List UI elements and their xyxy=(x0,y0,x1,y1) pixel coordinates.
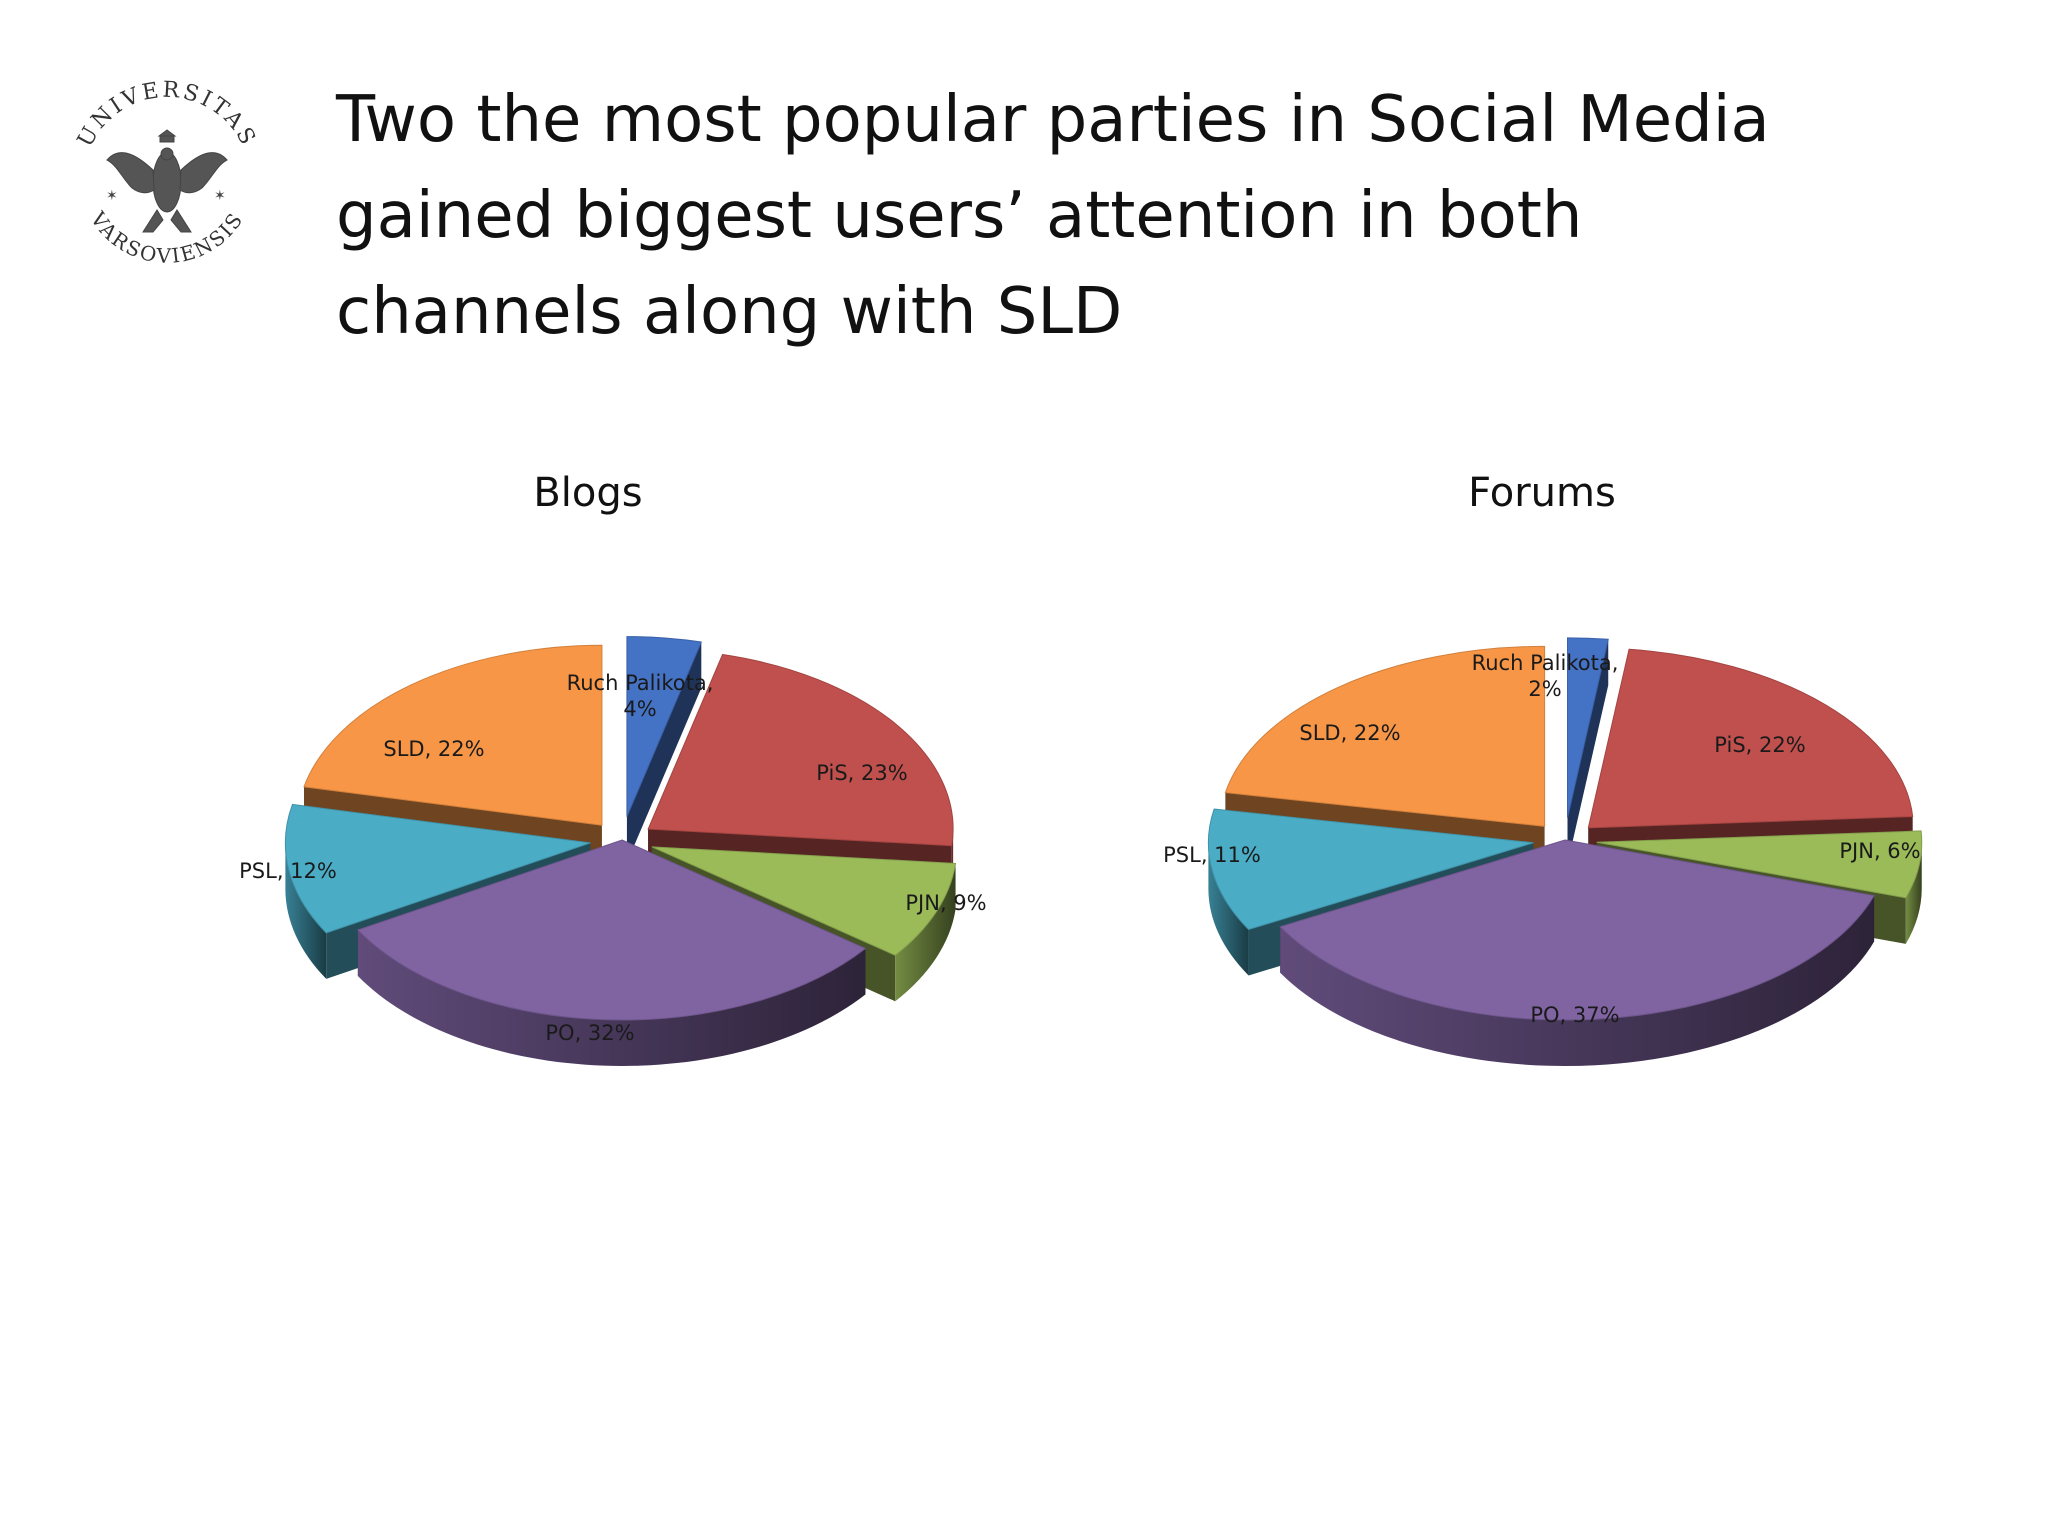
pie-slice-ruch-palikota xyxy=(626,636,703,863)
svg-text:✶: ✶ xyxy=(106,187,118,203)
data-label-sld: SLD, 22% xyxy=(1299,721,1400,745)
data-label-ruch-palikota: Ruch Palikota, 4% xyxy=(567,671,714,721)
chart-title-blogs: Blogs xyxy=(533,470,643,516)
data-label-pjn: PJN, 9% xyxy=(905,891,986,915)
pie-slice-po xyxy=(356,839,867,1066)
university-seal-logo: UNIVERSITAS VARSOVIENSIS ✶ ✶ xyxy=(73,78,258,268)
slide-title: Two the most popular parties in Social M… xyxy=(336,72,1896,360)
data-label-pjn: PJN, 6% xyxy=(1839,839,1920,863)
data-label-ruch-palikota: Ruch Palikota, 2% xyxy=(1472,651,1619,701)
pie-slice-ruch-palikota xyxy=(1567,637,1609,864)
slide-title-line-1: Two the most popular parties in Social M… xyxy=(336,83,1770,157)
data-label-po: PO, 37% xyxy=(1530,1003,1619,1027)
pie-chart-forums: Ruch Palikota, 2% PiS, 22% PJN, 6% PO, 37% PS… xyxy=(1163,637,1923,1067)
svg-text:✶: ✶ xyxy=(214,187,226,203)
data-label-po: PO, 32% xyxy=(545,1021,634,1045)
data-label-psl: PSL, 11% xyxy=(1163,843,1261,867)
chart-title-forums: Forums xyxy=(1468,470,1616,516)
data-label-pis: PiS, 22% xyxy=(1714,733,1805,757)
slide-title-line-2: gained biggest users’ attention in both xyxy=(336,179,1583,253)
data-label-pis: PiS, 23% xyxy=(816,761,907,785)
eagle-icon xyxy=(106,129,228,233)
pie-slice-po xyxy=(1279,839,1875,1067)
slide-title-line-3: channels along with SLD xyxy=(336,275,1123,349)
pie-chart-blogs: Ruch Palikota, 4% PiS, 23% PJN, 9% PO, 32% PS… xyxy=(239,636,987,1066)
data-label-psl: PSL, 12% xyxy=(239,859,337,883)
data-label-sld: SLD, 22% xyxy=(383,737,484,761)
